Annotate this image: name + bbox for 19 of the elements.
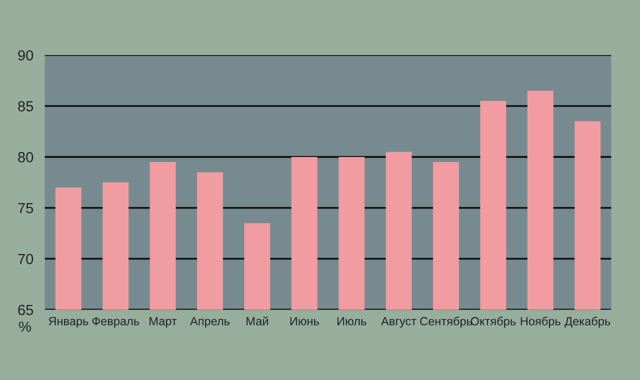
y-tick-label: 80 bbox=[18, 152, 34, 162]
x-tick-label: Февраль bbox=[92, 317, 140, 328]
x-tick-label: Январь bbox=[48, 317, 88, 328]
y-tick-label: 90 bbox=[18, 50, 34, 61]
x-tick-label: Апрель bbox=[190, 317, 230, 328]
x-tick-label: Август bbox=[381, 317, 416, 328]
x-tick-label: Июнь bbox=[290, 317, 319, 326]
y-tick-label: 85 bbox=[18, 101, 34, 112]
x-tick-label: Июль bbox=[338, 317, 366, 326]
x-tick-label: Сентябрь bbox=[420, 316, 472, 328]
x-tick-label: Октябрь bbox=[470, 316, 516, 328]
x-tick-label: Декабрь bbox=[564, 316, 610, 328]
x-tick-label: Ноябрь bbox=[520, 316, 560, 328]
y-tick-label: 70 bbox=[18, 254, 34, 264]
y-tick-label: 65 bbox=[18, 304, 34, 316]
x-tick-label: Май bbox=[246, 316, 268, 326]
y-axis-title: % bbox=[19, 322, 31, 332]
y-tick-label: 75 bbox=[18, 203, 34, 214]
x-tick-label: Март bbox=[150, 317, 177, 328]
